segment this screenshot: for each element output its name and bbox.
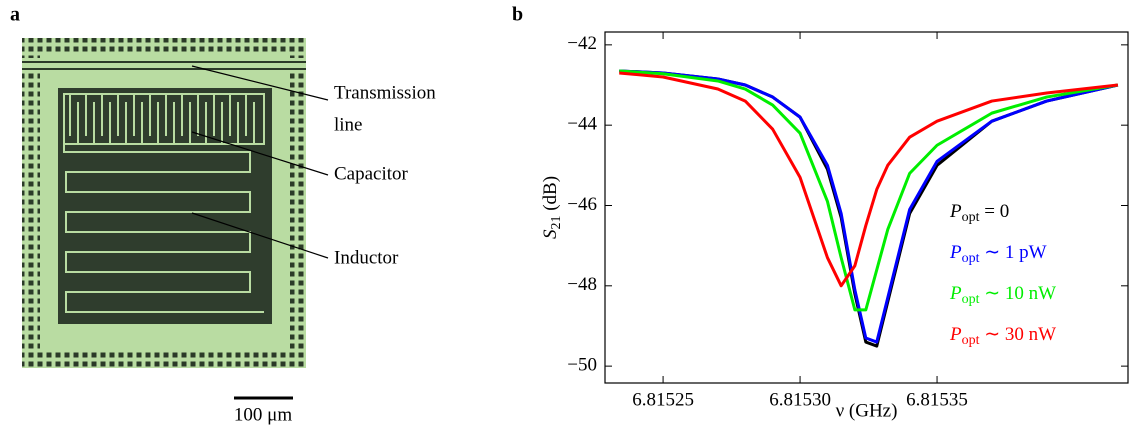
- legend-entry: Popt ∼ 30 nW: [949, 324, 1056, 348]
- annotation: line: [334, 114, 363, 135]
- y-tick-label: −44: [567, 114, 597, 135]
- plot-frame: [604, 31, 1129, 384]
- annotation: Capacitor: [334, 163, 409, 184]
- legend-entry: Popt ∼ 10 nW: [949, 283, 1056, 307]
- y-tick-label: −42: [567, 33, 597, 54]
- series-line: [619, 71, 1119, 288]
- legend-entry: Popt = 0: [949, 201, 1009, 225]
- series-line: [619, 69, 1119, 312]
- y-tick-label: −50: [567, 354, 597, 375]
- panel-label: b: [512, 4, 523, 26]
- micrograph: Transmission line Capacitor Inductor 100…: [22, 38, 436, 425]
- annotation: Transmission: [334, 82, 436, 103]
- annotation: Inductor: [334, 247, 399, 268]
- series-line: [619, 69, 1119, 344]
- y-axis-label: S21 (dB): [540, 176, 564, 239]
- y-tick-label: −46: [567, 194, 597, 215]
- scale-bar-label: 100 μm: [234, 404, 292, 425]
- legend-entry: Popt ∼ 1 pW: [949, 242, 1047, 266]
- x-tick-label: 6.81525: [632, 389, 694, 410]
- x-axis-label: ν (GHz): [836, 400, 898, 421]
- y-tick-label: −48: [567, 274, 597, 295]
- x-tick-label: 6.81530: [769, 389, 831, 410]
- panel-label: a: [10, 4, 20, 26]
- x-tick-label: 6.81535: [906, 389, 968, 410]
